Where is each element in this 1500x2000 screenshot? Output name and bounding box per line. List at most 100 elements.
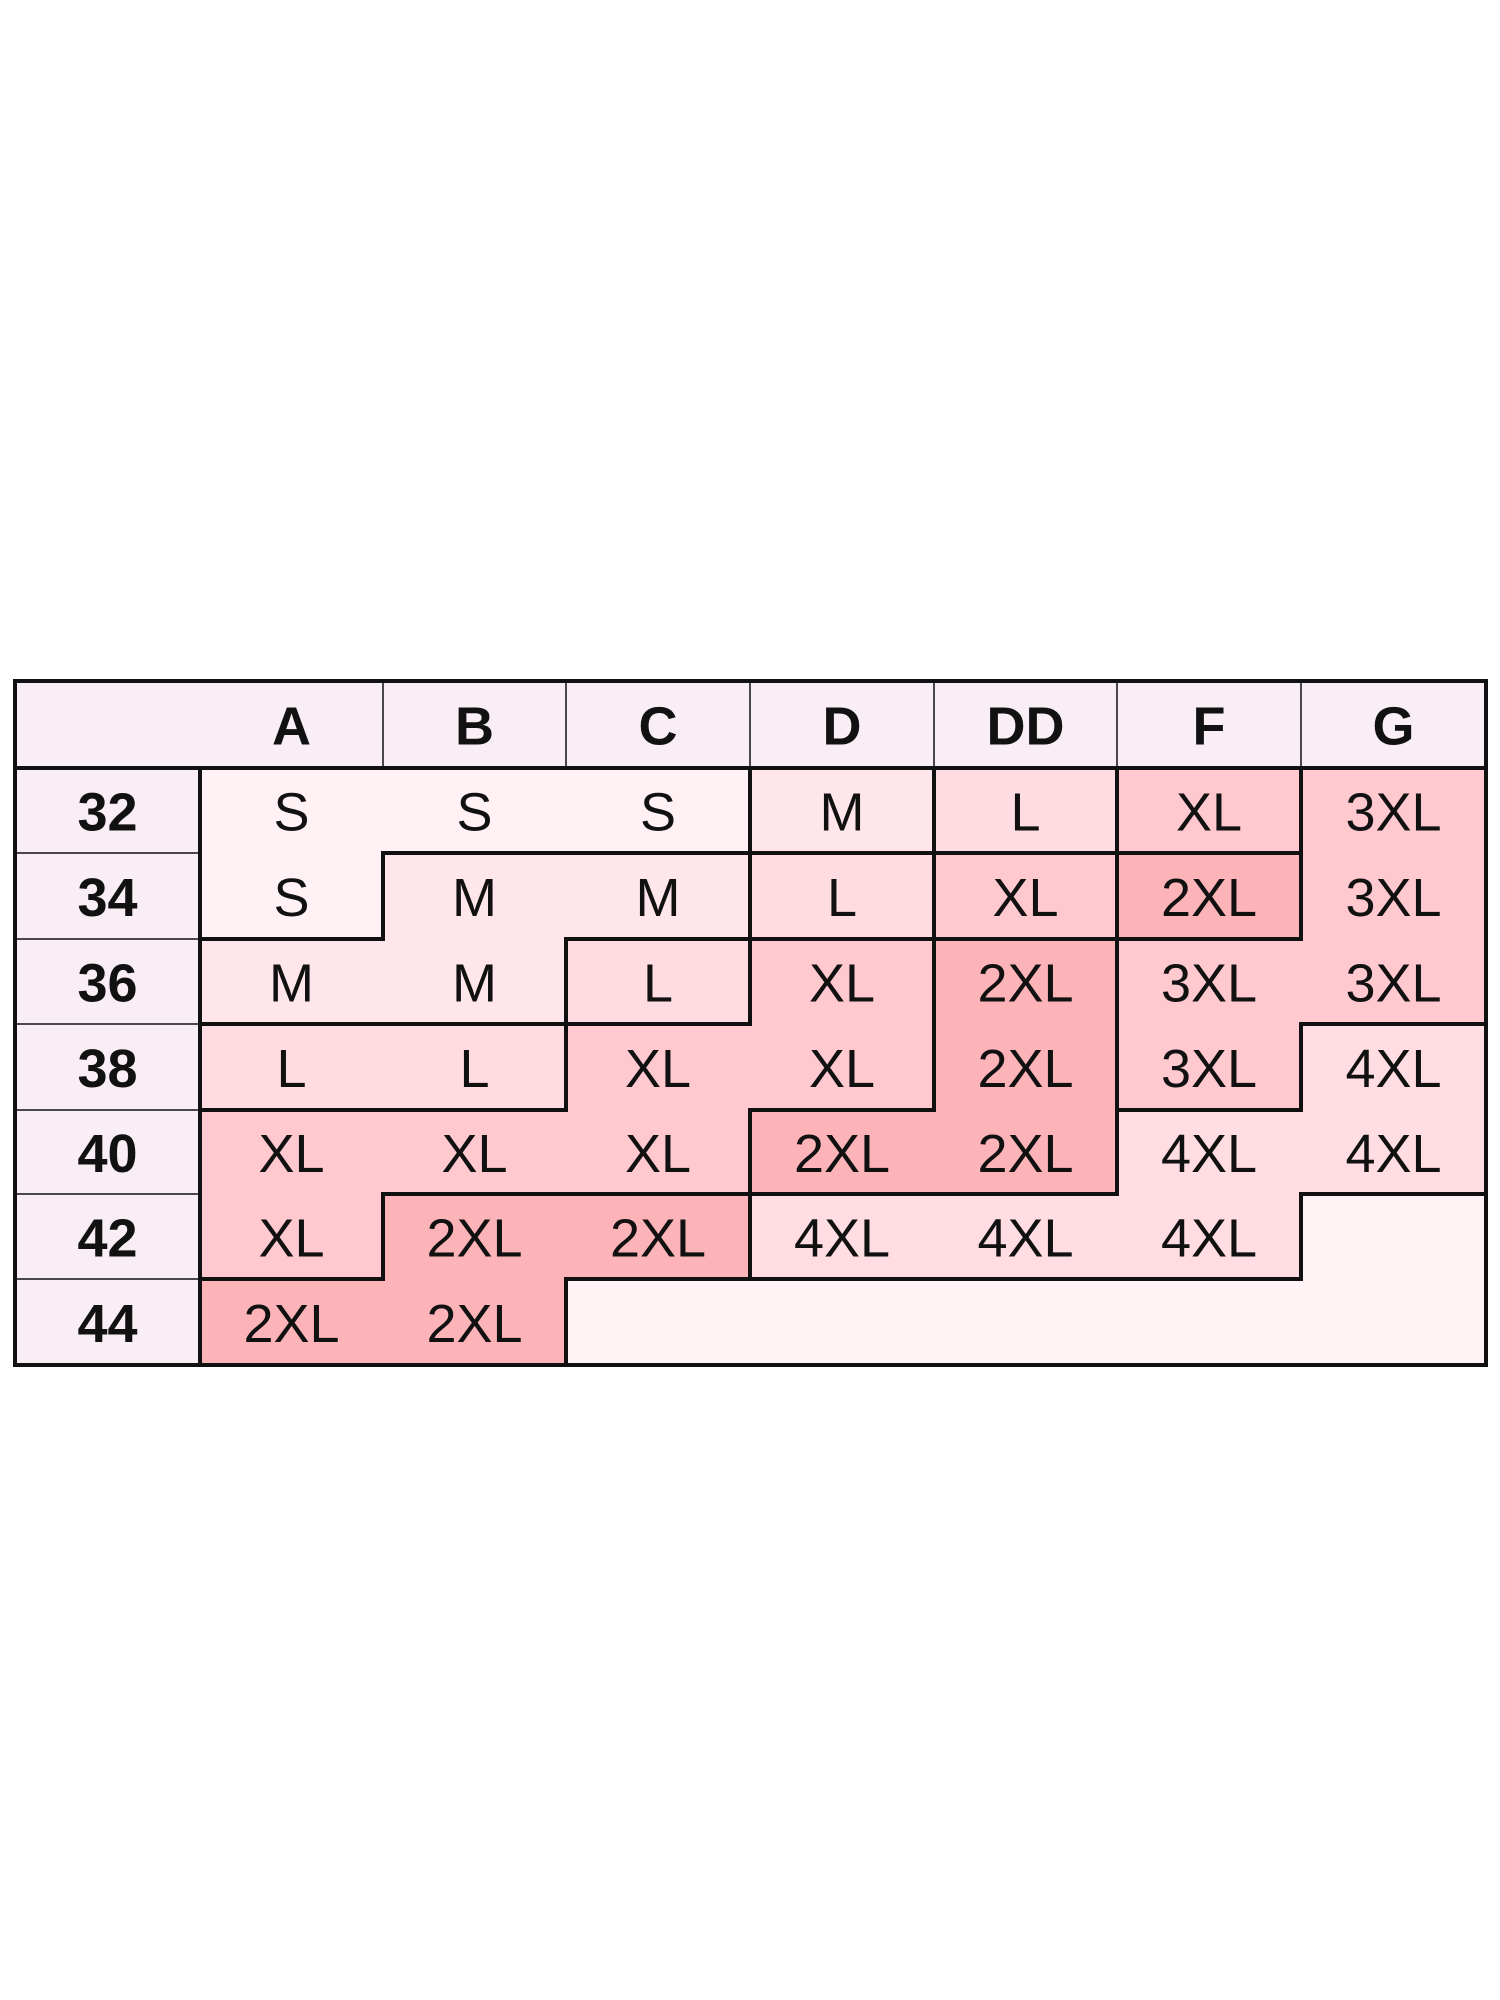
size-cell: S xyxy=(640,783,676,843)
size-cell: 2XL xyxy=(977,1039,1073,1099)
size-cell: 2XL xyxy=(794,1124,890,1184)
size-cell: 2XL xyxy=(243,1294,339,1354)
size-cell-fill xyxy=(934,1194,1118,1280)
size-cell: XL xyxy=(1176,783,1242,843)
size-cell: L xyxy=(276,1039,306,1099)
size-cell: 4XL xyxy=(1345,1039,1441,1099)
size-cell: L xyxy=(459,1039,489,1099)
size-cell-fill xyxy=(750,1279,935,1366)
size-cell-fill xyxy=(200,1194,384,1280)
size-cell-fill xyxy=(1117,1024,1302,1111)
size-cell: S xyxy=(456,783,492,843)
size-cell: 3XL xyxy=(1161,954,1257,1014)
size-cell-fill xyxy=(383,768,567,854)
size-cell-fill xyxy=(1301,1194,1487,1280)
size-cell: 4XL xyxy=(977,1209,1073,1269)
size-cell: 4XL xyxy=(794,1209,890,1269)
size-cell-fill xyxy=(566,1110,751,1195)
size-cell-fill xyxy=(200,1024,384,1111)
size-cell-fill xyxy=(1301,768,1487,854)
size-cell: S xyxy=(273,783,309,843)
band-label-44: 44 xyxy=(77,1294,137,1354)
size-cell-fill xyxy=(1117,1279,1302,1366)
cup-header-a: A xyxy=(272,697,311,757)
size-cell-fill xyxy=(200,1110,384,1195)
size-cell: XL xyxy=(809,1039,875,1099)
size-cell: M xyxy=(636,868,681,928)
size-cell-fill xyxy=(566,853,751,940)
size-cell-fill xyxy=(200,939,384,1025)
size-cell: 2XL xyxy=(610,1209,706,1269)
size-cell-fill xyxy=(934,1024,1118,1111)
size-cell-fill xyxy=(934,939,1118,1025)
cup-header-dd: DD xyxy=(987,697,1065,757)
size-cell-fill xyxy=(200,1279,384,1366)
size-cell-fill xyxy=(1117,1110,1302,1195)
cup-header-g: G xyxy=(1372,697,1414,757)
size-cell-fill xyxy=(750,1110,935,1195)
size-cell-fill xyxy=(383,1024,567,1111)
size-cell-fill xyxy=(750,939,935,1025)
size-cell-fill xyxy=(566,1279,751,1366)
size-cell: M xyxy=(452,954,497,1014)
table-outer-border xyxy=(13,679,1488,1367)
size-cell: 3XL xyxy=(1161,1039,1257,1099)
size-cell: L xyxy=(643,954,673,1014)
band-label-32: 32 xyxy=(77,783,137,843)
size-cell-fill xyxy=(1117,768,1302,854)
size-cell: 3XL xyxy=(1345,868,1441,928)
size-cell-fill xyxy=(934,1279,1118,1366)
size-cell: 2XL xyxy=(426,1294,522,1354)
size-cell-fill xyxy=(383,939,567,1025)
size-cell: S xyxy=(273,868,309,928)
size-cell-fill xyxy=(383,1194,567,1280)
size-cell-fill xyxy=(934,768,1118,854)
size-cell-fill xyxy=(1301,1024,1487,1111)
size-cell: 4XL xyxy=(1345,1124,1441,1184)
size-cell-fill xyxy=(750,1024,935,1111)
size-cell-fill xyxy=(934,1110,1118,1195)
band-label-38: 38 xyxy=(77,1039,137,1099)
size-cell-fill xyxy=(383,853,567,940)
size-cell-fill xyxy=(1301,1110,1487,1195)
size-cell: 3XL xyxy=(1345,954,1441,1014)
size-cell-fill xyxy=(1117,853,1302,940)
band-label-36: 36 xyxy=(77,954,137,1014)
size-cell-fill xyxy=(750,768,935,854)
size-cell: M xyxy=(269,954,314,1014)
size-cell: XL xyxy=(625,1124,691,1184)
size-cell-fill xyxy=(200,768,384,854)
size-cell: XL xyxy=(809,954,875,1014)
size-cell-fill xyxy=(1301,939,1487,1025)
size-cell: 2XL xyxy=(1161,868,1257,928)
size-cell: XL xyxy=(258,1209,324,1269)
size-cell-fill xyxy=(200,853,384,940)
size-cell: 2XL xyxy=(977,1124,1073,1184)
size-cell: 4XL xyxy=(1161,1124,1257,1184)
band-label-34: 34 xyxy=(77,868,137,928)
size-cell: 4XL xyxy=(1161,1209,1257,1269)
cup-header-d: D xyxy=(823,697,862,757)
cup-header-b: B xyxy=(455,697,494,757)
size-cell: XL xyxy=(258,1124,324,1184)
size-cell-fill xyxy=(1301,853,1487,940)
band-column xyxy=(15,768,200,1365)
band-label-42: 42 xyxy=(77,1209,137,1269)
size-cell-fill xyxy=(750,853,935,940)
size-cell-fill xyxy=(750,1194,935,1280)
size-cell-fill xyxy=(1301,1279,1487,1366)
size-cell-fill xyxy=(566,939,751,1025)
size-cell-fill xyxy=(383,1110,567,1195)
cup-header-f: F xyxy=(1193,697,1226,757)
size-cell: 2XL xyxy=(426,1209,522,1269)
size-cell-fill xyxy=(1117,939,1302,1025)
size-cell-fill xyxy=(934,853,1118,940)
size-cell-fill xyxy=(383,1279,567,1366)
size-cell: XL xyxy=(441,1124,507,1184)
size-cell: L xyxy=(1010,783,1040,843)
size-cell-fill xyxy=(566,1194,751,1280)
size-cell: 3XL xyxy=(1345,783,1441,843)
size-cell-fill xyxy=(566,1024,751,1111)
size-cell-fill xyxy=(1117,1194,1302,1280)
